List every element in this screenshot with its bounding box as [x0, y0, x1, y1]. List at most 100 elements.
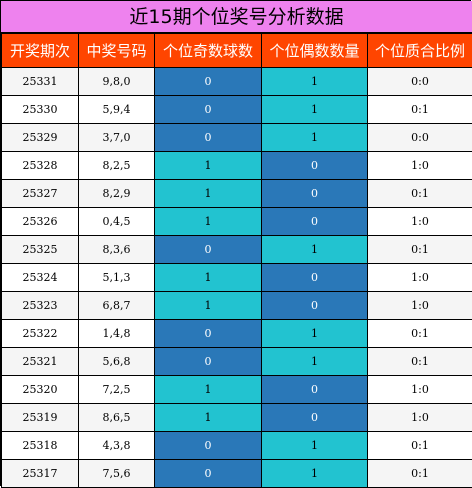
period-cell: 25319	[2, 404, 79, 432]
period-cell: 25331	[2, 68, 79, 96]
odd-count-cell: 1	[155, 292, 262, 320]
period-cell: 25317	[2, 460, 79, 488]
period-cell: 25320	[2, 376, 79, 404]
period-cell: 25330	[2, 96, 79, 124]
numbers-cell: 3,7,0	[79, 124, 155, 152]
even-count-cell: 1	[262, 320, 368, 348]
even-count-cell: 1	[262, 348, 368, 376]
header-odd-count: 个位奇数球数	[155, 34, 262, 68]
ratio-cell: 0:1	[368, 348, 472, 376]
ratio-cell: 1:0	[368, 152, 472, 180]
header-prime-composite-ratio: 个位质合比例	[368, 34, 472, 68]
even-count-cell: 0	[262, 404, 368, 432]
period-cell: 25324	[2, 264, 79, 292]
period-cell: 25318	[2, 432, 79, 460]
numbers-cell: 8,3,6	[79, 236, 155, 264]
numbers-cell: 5,1,3	[79, 264, 155, 292]
period-cell: 25328	[2, 152, 79, 180]
ratio-cell: 1:0	[368, 208, 472, 236]
ratio-cell: 0:0	[368, 124, 472, 152]
even-count-cell: 0	[262, 208, 368, 236]
ratio-cell: 0:1	[368, 236, 472, 264]
odd-count-cell: 0	[155, 124, 262, 152]
period-cell: 25326	[2, 208, 79, 236]
ratio-cell: 0:1	[368, 432, 472, 460]
even-count-cell: 1	[262, 236, 368, 264]
ratio-cell: 0:0	[368, 68, 472, 96]
even-count-cell: 1	[262, 68, 368, 96]
period-cell: 25322	[2, 320, 79, 348]
period-cell: 25321	[2, 348, 79, 376]
even-count-cell: 0	[262, 292, 368, 320]
ratio-cell: 1:0	[368, 292, 472, 320]
odd-count-cell: 0	[155, 96, 262, 124]
even-count-cell: 1	[262, 432, 368, 460]
numbers-cell: 6,8,7	[79, 292, 155, 320]
numbers-cell: 0,4,5	[79, 208, 155, 236]
header-period: 开奖期次	[2, 34, 79, 68]
odd-count-cell: 1	[155, 264, 262, 292]
ratio-cell: 1:0	[368, 264, 472, 292]
even-count-cell: 0	[262, 376, 368, 404]
odd-count-cell: 1	[155, 376, 262, 404]
numbers-cell: 5,6,8	[79, 348, 155, 376]
odd-count-cell: 1	[155, 180, 262, 208]
numbers-cell: 7,2,5	[79, 376, 155, 404]
even-count-cell: 1	[262, 460, 368, 488]
odd-count-cell: 0	[155, 236, 262, 264]
header-row: 开奖期次 中奖号码 个位奇数球数 个位偶数数量 个位质合比例	[2, 34, 472, 68]
header-numbers: 中奖号码	[79, 34, 155, 68]
period-cell: 25325	[2, 236, 79, 264]
even-count-cell: 0	[262, 180, 368, 208]
table-title: 近15期个位奖号分析数据	[1, 1, 472, 33]
ratio-cell: 1:0	[368, 376, 472, 404]
even-count-cell: 1	[262, 96, 368, 124]
odd-count-cell: 0	[155, 432, 262, 460]
numbers-cell: 8,2,9	[79, 180, 155, 208]
odd-count-cell: 1	[155, 404, 262, 432]
numbers-cell: 4,3,8	[79, 432, 155, 460]
ratio-cell: 0:1	[368, 320, 472, 348]
odd-count-cell: 0	[155, 460, 262, 488]
odd-count-cell: 0	[155, 348, 262, 376]
numbers-cell: 8,2,5	[79, 152, 155, 180]
ratio-cell: 0:1	[368, 460, 472, 488]
even-count-cell: 1	[262, 124, 368, 152]
numbers-cell: 8,6,5	[79, 404, 155, 432]
odd-count-cell: 1	[155, 152, 262, 180]
ratio-cell: 1:0	[368, 404, 472, 432]
numbers-cell: 1,4,8	[79, 320, 155, 348]
odd-count-cell: 0	[155, 320, 262, 348]
numbers-cell: 9,8,0	[79, 68, 155, 96]
ratio-cell: 0:1	[368, 180, 472, 208]
numbers-cell: 5,9,4	[79, 96, 155, 124]
odd-count-cell: 1	[155, 208, 262, 236]
period-cell: 25329	[2, 124, 79, 152]
period-cell: 25323	[2, 292, 79, 320]
odd-count-cell: 0	[155, 68, 262, 96]
numbers-cell: 7,5,6	[79, 460, 155, 488]
even-count-cell: 0	[262, 152, 368, 180]
even-count-cell: 0	[262, 264, 368, 292]
header-even-count: 个位偶数数量	[262, 34, 368, 68]
period-cell: 25327	[2, 180, 79, 208]
ratio-cell: 0:1	[368, 96, 472, 124]
